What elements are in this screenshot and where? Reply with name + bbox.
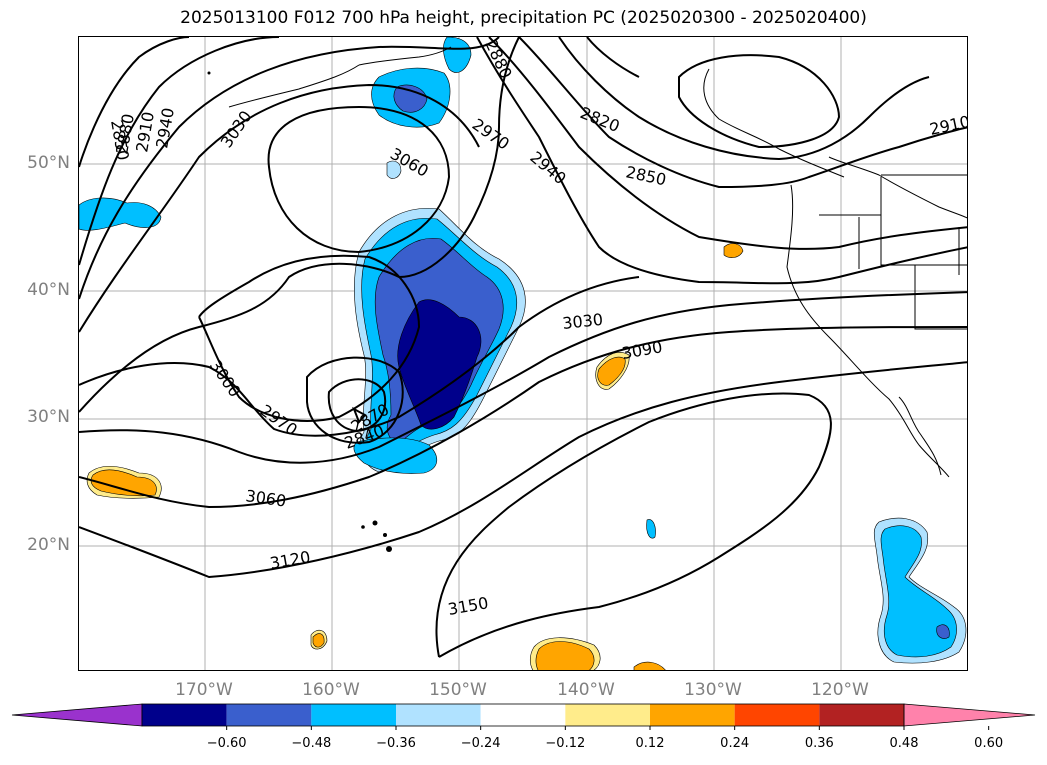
lon-label: 120°W [811, 680, 869, 700]
colorbar-tick-label: −0.36 [376, 736, 416, 751]
colorbar-segment [396, 704, 481, 726]
colorbar-segment [226, 704, 312, 726]
precip-negative [79, 37, 967, 664]
lat-label: 30°N [27, 407, 70, 427]
colorbar-tick-label: −0.60 [206, 736, 247, 751]
lon-label: 170°W [175, 680, 233, 700]
lat-label: 50°N [27, 153, 70, 173]
precip-positive [86, 243, 744, 670]
lon-label: 160°W [302, 680, 360, 700]
colorbar [11, 703, 1036, 730]
colorbar-tick-label: −0.24 [460, 736, 501, 751]
colorbar-frame [141, 703, 905, 727]
contour-label: 3120 [268, 547, 311, 573]
colorbar-tick-label: −0.48 [291, 736, 332, 751]
colorbar-segment [480, 704, 566, 726]
contour-label: 3030 [561, 310, 603, 333]
contour-label: 2940 [152, 106, 178, 149]
contour-label: 3030 [217, 107, 256, 151]
contour-label: 3090 [620, 337, 663, 363]
colorbar-segment [819, 704, 904, 726]
contour-label: 2970 [469, 115, 513, 154]
coastlines [228, 46, 967, 478]
colorbar-segment [734, 704, 820, 726]
colorbar-tick-label: −0.12 [545, 736, 586, 751]
colorbar-tick-label: 0.24 [720, 736, 750, 751]
lon-label: 150°W [429, 680, 487, 700]
height-contours [79, 37, 967, 658]
colorbar-tick-label: 0.48 [889, 736, 919, 751]
colorbar-tick-label: 0.12 [635, 736, 665, 751]
contour-label: 3150 [446, 593, 489, 619]
colorbar-segment [650, 704, 735, 726]
colorbar-extend-low [11, 703, 143, 727]
contour-label: 3060 [244, 486, 287, 510]
lat-label: 40°N [27, 280, 70, 300]
islands [207, 71, 392, 552]
contour-label: 2820 [578, 103, 623, 136]
graticule [79, 37, 967, 670]
colorbar-segment [565, 704, 650, 726]
colorbar-segment [311, 704, 396, 726]
lon-label: 130°W [684, 680, 742, 700]
map-canvas: 2850 2880 2910 2940 3030 3060 2970 2940 … [79, 37, 968, 670]
map-title: 2025013100 F012 700 hPa height, precipit… [180, 8, 867, 28]
contour-label: 3000 [206, 356, 245, 400]
map-panel: 2850 2880 2910 2940 3030 3060 2970 2940 … [78, 36, 968, 671]
lat-label: 20°N [27, 535, 70, 555]
contour-label: 2910 [928, 112, 968, 139]
colorbar-tick-label: 0.60 [974, 736, 1004, 751]
colorbar-tick-label: 0.36 [804, 736, 834, 751]
colorbar-extend-high [903, 703, 1036, 727]
lon-label: 140°W [557, 680, 615, 700]
colorbar-segment [142, 704, 227, 726]
